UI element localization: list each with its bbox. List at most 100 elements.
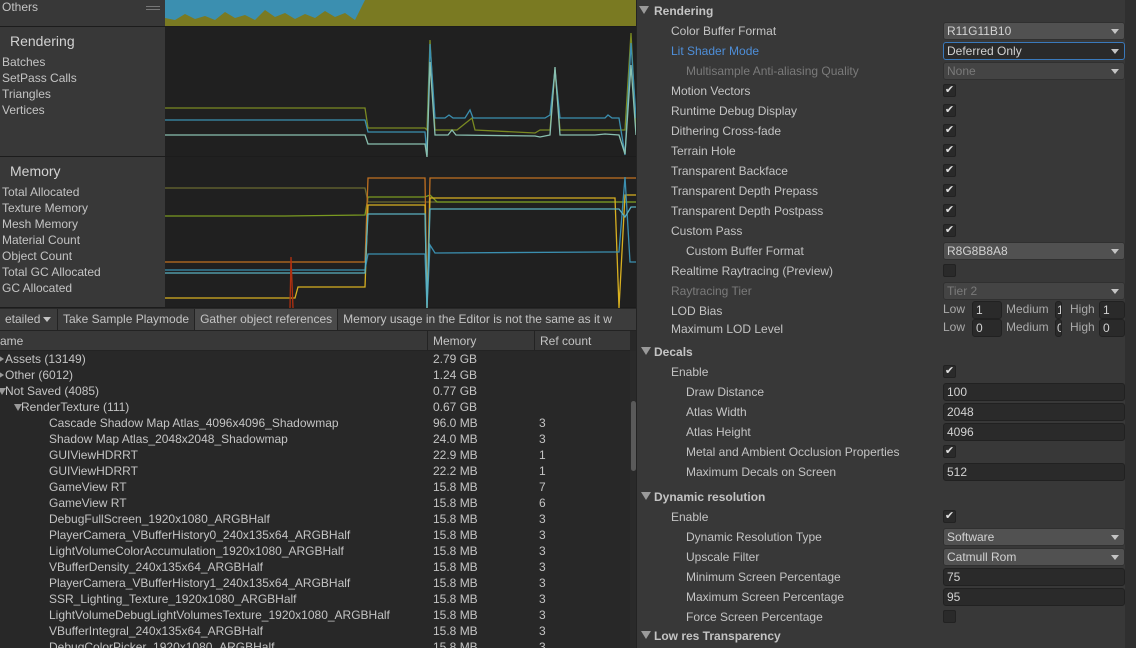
transparent-depth-prepass-checkbox[interactable]: ✔ bbox=[943, 184, 956, 197]
collapse-triangle-icon[interactable] bbox=[0, 355, 4, 363]
maximum-lod-level-high-input[interactable]: 0 bbox=[1099, 319, 1125, 337]
field-label: LOD Bias bbox=[671, 304, 723, 318]
foldout-triangle-icon[interactable] bbox=[641, 347, 651, 355]
table-row[interactable]: GUIViewHDRRT 22.9 MB 1 bbox=[0, 447, 630, 463]
enable-checkbox[interactable]: ✔ bbox=[943, 365, 956, 378]
atlas-width-input[interactable]: 2048 bbox=[943, 403, 1125, 421]
memory-graph[interactable] bbox=[165, 157, 636, 309]
field-label: Realtime Raytracing (Preview) bbox=[671, 264, 834, 278]
maximum-decals-on-screen-input[interactable]: 512 bbox=[943, 463, 1125, 481]
drag-handle-icon[interactable] bbox=[146, 6, 160, 10]
table-row[interactable]: PlayerCamera_VBufferHistory1_240x135x64_… bbox=[0, 575, 630, 591]
others-module-label[interactable]: Others bbox=[0, 0, 165, 27]
foldout-triangle-icon[interactable] bbox=[641, 631, 651, 639]
metal-and-ambient-occlusion-properties-checkbox[interactable]: ✔ bbox=[943, 445, 956, 458]
table-row[interactable]: GameView RT 15.8 MB 6 bbox=[0, 495, 630, 511]
transparent-depth-postpass-checkbox[interactable]: ✔ bbox=[943, 204, 956, 217]
table-row[interactable]: GUIViewHDRRT 22.2 MB 1 bbox=[0, 463, 630, 479]
column-header-memory[interactable]: Memory bbox=[433, 334, 477, 348]
field-label: Terrain Hole bbox=[671, 144, 736, 158]
minimum-screen-percentage-input[interactable]: 75 bbox=[943, 568, 1125, 586]
checkmark-icon: ✔ bbox=[944, 510, 955, 522]
lod-bias-high-input[interactable]: 1 bbox=[1099, 301, 1125, 319]
legend-mesh-memory[interactable]: Mesh Memory bbox=[2, 217, 79, 231]
collapse-triangle-icon[interactable] bbox=[0, 371, 4, 379]
motion-vectors-checkbox[interactable]: ✔ bbox=[943, 84, 956, 97]
atlas-height-input[interactable]: 4096 bbox=[943, 423, 1125, 441]
legend-material-count[interactable]: Material Count bbox=[2, 233, 81, 247]
lod-bias-medium-input[interactable]: 1 bbox=[1055, 301, 1062, 319]
draw-distance-input[interactable]: 100 bbox=[943, 383, 1125, 401]
table-row[interactable]: Not Saved (4085) 0.77 GB bbox=[0, 383, 630, 399]
table-row[interactable]: VBufferIntegral_240x135x64_ARGBHalf 15.8 … bbox=[0, 623, 630, 639]
runtime-debug-display-checkbox[interactable]: ✔ bbox=[943, 104, 956, 117]
legend-total-allocated[interactable]: Total Allocated bbox=[2, 185, 80, 199]
field-label: Force Screen Percentage bbox=[686, 610, 823, 624]
memory-module-label[interactable]: Memory Total Allocated Texture Memory Me… bbox=[0, 157, 165, 308]
legend-triangles[interactable]: Triangles bbox=[2, 87, 51, 101]
legend-vertices[interactable]: Vertices bbox=[2, 103, 45, 117]
table-row[interactable]: SSR_Lighting_Texture_1920x1080_ARGBHalf 1… bbox=[0, 591, 630, 607]
rendering-graph[interactable] bbox=[165, 27, 637, 158]
enable-checkbox[interactable]: ✔ bbox=[943, 510, 956, 523]
lod-bias-low-input[interactable]: 1 bbox=[972, 301, 1002, 319]
table-row[interactable]: RenderTexture (111) 0.67 GB bbox=[0, 399, 630, 415]
table-row[interactable]: VBufferDensity_240x135x64_ARGBHalf 15.8 M… bbox=[0, 559, 630, 575]
legend-gc-allocated[interactable]: GC Allocated bbox=[2, 281, 73, 295]
table-row[interactable]: Shadow Map Atlas_2048x2048_Shadowmap 24.0… bbox=[0, 431, 630, 447]
legend-setpass-calls[interactable]: SetPass Calls bbox=[2, 71, 77, 85]
scrollbar-thumb[interactable] bbox=[631, 401, 636, 471]
section-dynamic-resolution[interactable]: Dynamic resolution bbox=[637, 487, 1126, 507]
dynamic-resolution-type-dropdown[interactable]: Software bbox=[943, 528, 1125, 546]
maximum-lod-level-medium-input[interactable]: 0 bbox=[1055, 319, 1062, 337]
table-row[interactable]: LightVolumeColorAccumulation_1920x1080_A… bbox=[0, 543, 630, 559]
maximum-screen-percentage-input[interactable]: 95 bbox=[943, 588, 1125, 606]
table-row[interactable]: GameView RT 15.8 MB 7 bbox=[0, 479, 630, 495]
row-ref-count: 3 bbox=[539, 576, 546, 590]
table-row[interactable]: DebugColorPicker_1920x1080_ARGBHalf 15.8 … bbox=[0, 639, 630, 648]
view-mode-dropdown[interactable]: etailed bbox=[0, 309, 58, 330]
expand-triangle-icon[interactable] bbox=[14, 404, 22, 411]
expand-triangle-icon[interactable] bbox=[0, 388, 6, 395]
table-row[interactable]: PlayerCamera_VBufferHistory0_240x135x64_… bbox=[0, 527, 630, 543]
table-row[interactable]: LightVolumeDebugLightVolumesTexture_1920… bbox=[0, 607, 630, 623]
custom-buffer-format-dropdown[interactable]: R8G8B8A8 bbox=[943, 242, 1125, 260]
gather-object-references-toggle[interactable]: Gather object references bbox=[195, 309, 339, 330]
section-decals[interactable]: Decals bbox=[637, 342, 1126, 362]
realtime-raytracing-preview-checkbox[interactable] bbox=[943, 264, 956, 277]
legend-object-count[interactable]: Object Count bbox=[2, 249, 73, 263]
table-row[interactable]: DebugFullScreen_1920x1080_ARGBHalf 15.8 M… bbox=[0, 511, 630, 527]
section-rendering[interactable]: Rendering bbox=[637, 1, 1126, 21]
color-buffer-format-dropdown[interactable]: R11G11B10 bbox=[943, 22, 1125, 40]
column-header-ref-count[interactable]: Ref count bbox=[540, 334, 592, 348]
foldout-triangle-icon[interactable] bbox=[639, 6, 649, 14]
dithering-cross-fade-checkbox[interactable]: ✔ bbox=[943, 124, 956, 137]
row-memory: 22.2 MB bbox=[433, 464, 478, 478]
row-memory: 15.8 MB bbox=[433, 640, 478, 648]
take-sample-playmode-button[interactable]: Take Sample Playmode bbox=[58, 309, 196, 330]
others-graph[interactable] bbox=[165, 0, 636, 27]
section-low-res-transparency[interactable]: Low res Transparency bbox=[637, 626, 1126, 646]
field-label: Metal and Ambient Occlusion Properties bbox=[686, 445, 900, 459]
field-custom-buffer-format: Custom Buffer Format R8G8B8A8 bbox=[637, 241, 1126, 261]
force-screen-percentage-checkbox[interactable] bbox=[943, 610, 956, 623]
foldout-triangle-icon[interactable] bbox=[641, 492, 651, 500]
rendering-module-label[interactable]: Rendering Batches SetPass Calls Triangle… bbox=[0, 27, 165, 157]
upscale-filter-dropdown[interactable]: Catmull Rom bbox=[943, 548, 1125, 566]
table-scrollbar[interactable] bbox=[630, 351, 636, 648]
field-label: Dithering Cross-fade bbox=[671, 124, 782, 138]
column-header-name[interactable]: ame bbox=[0, 334, 24, 348]
table-row[interactable]: Assets (13149) 2.79 GB bbox=[0, 351, 630, 367]
lit-shader-mode-dropdown[interactable]: Deferred Only bbox=[943, 42, 1125, 60]
legend-total-gc-allocated[interactable]: Total GC Allocated bbox=[2, 265, 101, 279]
terrain-hole-checkbox[interactable]: ✔ bbox=[943, 144, 956, 157]
table-row[interactable]: Cascade Shadow Map Atlas_4096x4096_Shado… bbox=[0, 415, 630, 431]
custom-pass-checkbox[interactable]: ✔ bbox=[943, 224, 956, 237]
table-row[interactable]: Other (6012) 1.24 GB bbox=[0, 367, 630, 383]
inspector-scrollbar[interactable] bbox=[1125, 0, 1136, 648]
memory-line-red bbox=[289, 256, 294, 309]
legend-texture-memory[interactable]: Texture Memory bbox=[2, 201, 89, 215]
maximum-lod-level-low-input[interactable]: 0 bbox=[972, 319, 1002, 337]
transparent-backface-checkbox[interactable]: ✔ bbox=[943, 164, 956, 177]
legend-batches[interactable]: Batches bbox=[2, 55, 46, 69]
